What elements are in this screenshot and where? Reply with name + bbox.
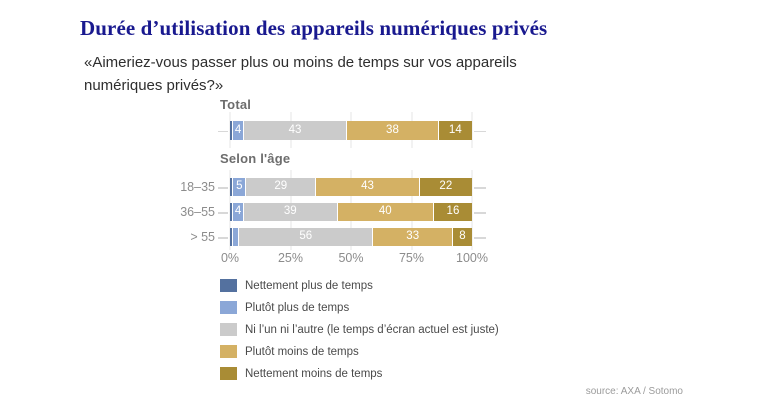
bar-segment: 33 xyxy=(373,228,452,246)
legend-item-label: Plutôt moins de temps xyxy=(245,345,359,358)
section-header: Selon l'âge xyxy=(220,151,291,166)
left-tick-dash xyxy=(218,187,228,189)
bar-segment: 43 xyxy=(316,178,419,196)
segment-value-label: 4 xyxy=(234,123,242,136)
bar-segment: 4 xyxy=(233,121,243,140)
bar-segment: 8 xyxy=(452,228,473,246)
left-tick-dash xyxy=(218,130,228,132)
bar-segment: 43 xyxy=(243,121,347,140)
bar-segment xyxy=(230,121,233,140)
legend-item: Plutôt plus de temps xyxy=(220,301,499,314)
legend-item-label: Nettement moins de temps xyxy=(245,367,383,380)
bar-row: 18–35 5 29 43 22 xyxy=(180,178,486,196)
legend-swatch xyxy=(220,279,237,292)
row-label: > 55 xyxy=(190,230,215,244)
segment-value-label: 40 xyxy=(378,205,392,218)
segment-value-label: 4 xyxy=(234,205,242,218)
segment-value-label: 56 xyxy=(299,230,313,243)
legend-item-label: Ni l’un ni l’autre (le temps d’écran act… xyxy=(245,323,499,336)
x-axis-tick-label: 75% xyxy=(398,251,425,265)
bar-row: 36–55 4 39 40 16 xyxy=(180,203,486,221)
plot-block: 4 43 38 14 xyxy=(218,112,486,148)
chart-legend: Nettement plus de temps Plutôt plus de te… xyxy=(220,279,499,380)
row-label: 36–55 xyxy=(180,205,215,219)
bar-segment: 40 xyxy=(337,203,433,221)
legend-item: Nettement plus de temps xyxy=(220,279,499,292)
gridline xyxy=(471,112,473,148)
page-title: Durée d’utilisation des appareils numéri… xyxy=(80,16,548,40)
source-credit: source: AXA / Sotomo xyxy=(585,386,683,397)
legend-swatch xyxy=(220,301,237,314)
bar-row: 4 43 38 14 xyxy=(218,121,486,140)
segment-value-label: 43 xyxy=(361,180,374,193)
left-tick-dash xyxy=(218,212,228,214)
bar-segment: 4 xyxy=(233,203,243,221)
bar-segment: 5 xyxy=(233,178,246,196)
segment-value-label: 14 xyxy=(448,123,462,136)
legend-swatch xyxy=(220,367,237,380)
legend-item-label: Plutôt plus de temps xyxy=(245,301,350,314)
bar-segment xyxy=(230,203,233,221)
right-tick-dash xyxy=(474,212,486,214)
segment-value-label: 16 xyxy=(446,205,460,218)
segment-value-label: 29 xyxy=(274,180,288,193)
legend-swatch xyxy=(220,323,237,336)
legend-item: Plutôt moins de temps xyxy=(220,345,499,358)
right-tick-dash xyxy=(474,130,486,132)
segment-value-label: 5 xyxy=(236,180,243,193)
segment-value-label: 38 xyxy=(386,123,399,136)
bar-segment: 39 xyxy=(243,203,337,221)
legend-item: Nettement moins de temps xyxy=(220,367,499,380)
segment-value-label: 8 xyxy=(459,230,466,243)
bar-row: > 55 56 33 8 xyxy=(190,228,486,246)
right-tick-dash xyxy=(474,187,486,189)
bar-segment xyxy=(233,228,239,246)
x-axis-tick-label: 25% xyxy=(277,251,304,265)
x-axis-tick-label: 50% xyxy=(338,251,364,265)
segment-value-label: 33 xyxy=(406,230,420,243)
legend-swatch xyxy=(220,345,237,358)
legend-item-label: Nettement plus de temps xyxy=(245,279,373,292)
bar-segment: 16 xyxy=(433,203,472,221)
bar-segment: 38 xyxy=(347,121,438,140)
bar-segment xyxy=(230,228,233,246)
segment-value-label: 39 xyxy=(283,205,297,218)
plot-block: 18–35 5 29 43 22 36–55 4 39 40 16 > 55 56 33 8 xyxy=(180,170,486,250)
bar-segment: 56 xyxy=(239,228,373,246)
x-axis-tick-label: 100% xyxy=(456,251,488,265)
bar-segment: 14 xyxy=(438,121,472,140)
row-label: 18–35 xyxy=(180,180,215,194)
left-tick-dash xyxy=(218,237,228,239)
right-tick-dash xyxy=(474,237,486,239)
segment-value-label: 43 xyxy=(288,123,302,136)
survey-question-subtitle: «Aimeriez-vous passer plus ou moins de t… xyxy=(84,54,517,94)
segment-value-label: 22 xyxy=(439,180,453,193)
x-axis-tick-label: 0% xyxy=(220,251,240,265)
bar-segment: 22 xyxy=(419,178,472,196)
legend-item: Ni l’un ni l’autre (le temps d’écran act… xyxy=(220,323,499,336)
bar-segment xyxy=(230,178,233,196)
gridline xyxy=(471,170,473,250)
section-header: Total xyxy=(220,97,252,112)
bar-segment: 29 xyxy=(246,178,316,196)
